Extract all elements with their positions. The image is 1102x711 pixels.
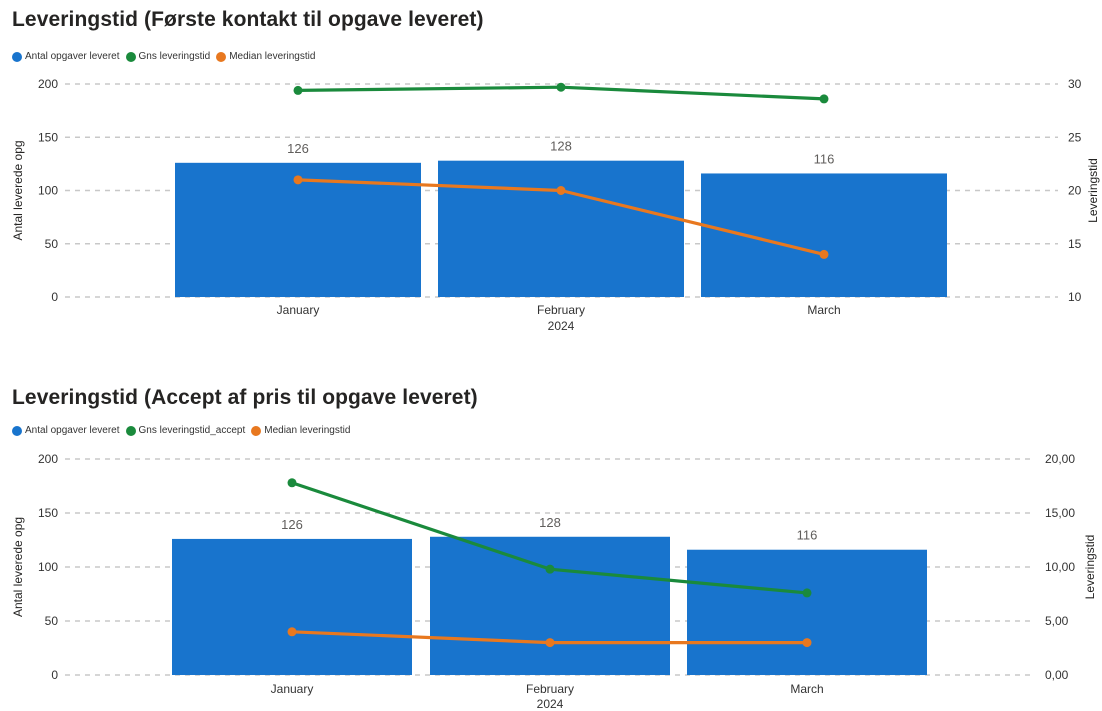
x-tick-label: March xyxy=(807,303,840,317)
y-tick-label: 100 xyxy=(38,560,58,574)
y2-tick-label: 5,00 xyxy=(1045,614,1069,628)
y2-tick-label: 10 xyxy=(1068,290,1082,304)
series-point xyxy=(287,478,297,488)
chart-title: Leveringstid (Accept af pris til opgave … xyxy=(12,386,478,409)
bar xyxy=(438,160,684,297)
legend-item-avg[interactable]: Gns leveringstid xyxy=(125,51,211,62)
series-point xyxy=(293,175,303,185)
series-point xyxy=(819,94,829,104)
x-tick-label: March xyxy=(790,682,823,696)
series-point xyxy=(287,627,297,637)
series-point xyxy=(802,638,812,648)
y2-tick-label: 20,00 xyxy=(1045,452,1075,466)
series-point xyxy=(545,638,555,648)
x-group-label: 2024 xyxy=(537,697,564,711)
chart-plot: 0 0,00 50 5,00 100 10,00 150 15,00 200 20,00 Antal… xyxy=(11,452,1097,711)
series-point xyxy=(293,85,303,95)
x-tick-label: February xyxy=(526,682,574,696)
legend-item-median[interactable]: Median leveringstid xyxy=(216,51,315,62)
y2-tick-label: 15,00 xyxy=(1045,506,1075,520)
y-tick-label: 50 xyxy=(45,237,59,251)
bar-data-label: 126 xyxy=(281,517,303,532)
y-axis-title: Antal leverede opg xyxy=(11,140,25,240)
x-tick-label: January xyxy=(277,303,320,317)
y-tick-label: 150 xyxy=(38,506,58,520)
legend-label: Gns leveringstid xyxy=(138,51,211,62)
bar xyxy=(175,162,421,297)
legend-label: Gns leveringstid_accept xyxy=(138,425,246,436)
x-group-label: 2024 xyxy=(548,319,575,333)
y2-tick-label: 25 xyxy=(1068,130,1082,144)
y-axis-title: Antal leverede opg xyxy=(11,517,25,617)
bar xyxy=(701,173,947,297)
y2-tick-label: 15 xyxy=(1068,237,1082,251)
series-point xyxy=(556,82,566,92)
chart-panel-1: Leveringstid (Første kontakt til opgave … xyxy=(0,0,1102,355)
series-point xyxy=(556,186,566,195)
x-tick-label: February xyxy=(537,303,585,317)
bar xyxy=(172,538,412,675)
bar-data-label: 116 xyxy=(797,528,818,543)
legend-item-count[interactable]: Antal opgaver leveret xyxy=(12,51,120,62)
chart-panel-2: Leveringstid (Accept af pris til opgave … xyxy=(0,378,1102,711)
legend-item-median[interactable]: Median leveringstid xyxy=(251,425,350,436)
y2-tick-label: 0,00 xyxy=(1045,668,1069,682)
legend-dot-icon xyxy=(125,51,136,62)
legend-label: Median leveringstid xyxy=(229,51,316,62)
legend-dot-icon xyxy=(251,425,262,436)
y-tick-label: 100 xyxy=(38,184,58,198)
bar-data-label: 128 xyxy=(550,139,572,154)
y2-tick-label: 30 xyxy=(1068,77,1082,91)
legend-dot-icon xyxy=(125,425,136,436)
chart-plot: 0 10 50 15 100 20 150 25 200 30 Antal leverede opg… xyxy=(11,77,1100,333)
y2-axis-title: Leveringstid xyxy=(1083,535,1097,600)
legend-label: Antal opgaver leveret xyxy=(25,51,120,62)
legend-item-count[interactable]: Antal opgaver leveret xyxy=(12,425,120,436)
bar-data-label: 126 xyxy=(287,141,309,156)
bar-data-label: 116 xyxy=(814,151,835,166)
bar xyxy=(430,536,670,675)
series-point xyxy=(802,588,812,598)
x-tick-label: January xyxy=(271,682,314,696)
y-tick-label: 150 xyxy=(38,130,58,144)
legend-dot-icon xyxy=(12,425,22,436)
legend-label: Antal opgaver leveret xyxy=(25,425,120,436)
series-point xyxy=(545,564,555,574)
y2-axis-title: Leveringstid xyxy=(1086,158,1100,223)
legend-label: Median leveringstid xyxy=(264,425,351,436)
y-tick-label: 0 xyxy=(51,668,58,682)
y2-tick-label: 20 xyxy=(1068,184,1082,198)
y2-tick-label: 10,00 xyxy=(1045,560,1075,574)
legend-item-avg[interactable]: Gns leveringstid_accept xyxy=(125,425,246,436)
legend-dot-icon xyxy=(12,51,22,62)
y-tick-label: 200 xyxy=(38,452,58,466)
y-tick-label: 50 xyxy=(45,614,59,628)
bar-data-label: 128 xyxy=(539,515,561,530)
y-tick-label: 200 xyxy=(38,77,58,91)
y-tick-label: 0 xyxy=(51,290,58,304)
chart-legend: Antal opgaver leveret Gns leveringstid_a… xyxy=(12,425,356,436)
chart-title: Leveringstid (Første kontakt til opgave … xyxy=(12,8,484,31)
series-point xyxy=(819,249,829,259)
bar xyxy=(687,549,927,675)
legend-dot-icon xyxy=(216,51,227,62)
chart-legend: Antal opgaver leveret Gns leveringstid M… xyxy=(12,51,321,62)
